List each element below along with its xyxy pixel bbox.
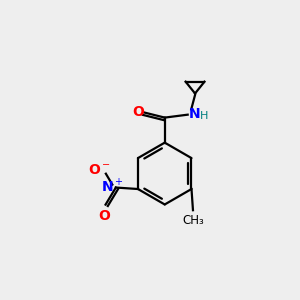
Text: N: N bbox=[189, 107, 201, 121]
Text: O: O bbox=[88, 163, 100, 177]
Text: H: H bbox=[200, 111, 208, 122]
Text: +: + bbox=[114, 177, 122, 187]
Text: N: N bbox=[102, 180, 113, 194]
Text: O: O bbox=[98, 209, 110, 223]
Text: −: − bbox=[102, 160, 110, 170]
Text: CH₃: CH₃ bbox=[182, 214, 204, 227]
Text: O: O bbox=[132, 105, 144, 119]
